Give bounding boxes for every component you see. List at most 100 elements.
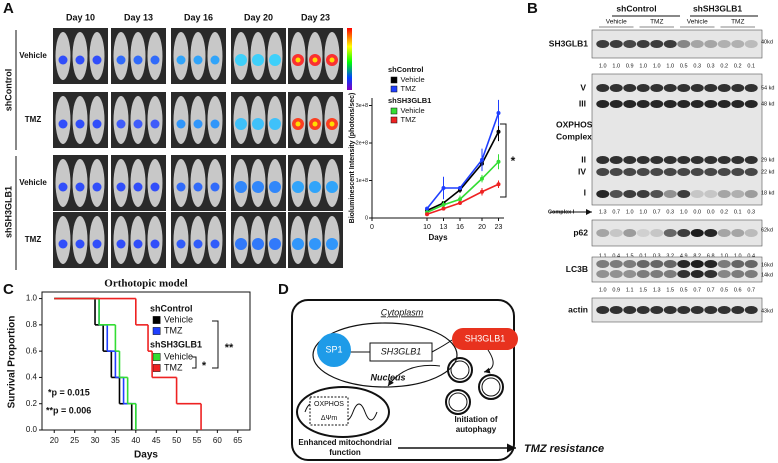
y-tick-label: 0 — [365, 215, 368, 221]
signal-core — [295, 121, 301, 127]
signal — [193, 239, 203, 249]
colorbar — [347, 28, 352, 90]
y-tick-label: 1.0 — [26, 294, 38, 303]
band — [609, 40, 623, 48]
signal — [326, 181, 338, 193]
signal — [58, 119, 68, 129]
row-label: TMZ — [25, 115, 42, 124]
blot-label: LC3B — [566, 264, 588, 274]
y-tick-label: 1e+8 — [356, 178, 368, 184]
quant-value: 1.3 — [653, 287, 661, 293]
quant-value: 6.8 — [707, 253, 715, 259]
diagram: Cytoplasm SP1 SH3GLB1 Nucleus SH3GLB1 OX… — [291, 299, 604, 461]
quant-value: 8.2 — [693, 253, 701, 259]
band — [609, 270, 623, 278]
autophagosome — [447, 357, 473, 383]
signal — [269, 118, 281, 130]
band — [731, 168, 745, 176]
panel-label: C — [3, 281, 14, 298]
signal — [150, 239, 160, 249]
band — [663, 156, 677, 164]
band — [744, 84, 758, 92]
band — [731, 156, 745, 164]
signal-core — [312, 121, 318, 127]
quant-value: 0.3 — [666, 209, 674, 215]
nucleus — [312, 322, 458, 388]
band-label: IV — [578, 166, 586, 176]
row-label: TMZ — [25, 235, 42, 244]
legend-swatch — [390, 76, 398, 84]
band — [636, 84, 650, 92]
band — [690, 40, 704, 48]
band — [677, 270, 691, 278]
sp1-node — [317, 333, 351, 367]
outcome-label: TMZ resistance — [524, 443, 604, 455]
plot-frame — [41, 291, 251, 431]
legend-group: shSH3GLB1 — [388, 96, 431, 105]
band — [717, 229, 731, 237]
signal — [150, 55, 160, 65]
annotation: ** — [225, 342, 234, 354]
signal — [58, 239, 68, 249]
quant-value: 0.7 — [653, 209, 661, 215]
band — [636, 168, 650, 176]
legend-swatch — [152, 353, 161, 361]
band — [717, 190, 731, 198]
legend-label: Vehicle — [164, 314, 193, 324]
band — [690, 84, 704, 92]
band — [596, 229, 610, 237]
quant-value: 0.4 — [747, 253, 755, 259]
band — [609, 190, 623, 198]
annotation: * — [202, 360, 207, 372]
band — [609, 100, 623, 108]
band — [623, 190, 637, 198]
band — [663, 270, 677, 278]
band — [731, 190, 745, 198]
band — [690, 260, 704, 268]
legend-label: Vehicle — [401, 106, 425, 115]
band — [596, 168, 610, 176]
legend-swatch — [390, 85, 398, 93]
annotation: * — [511, 154, 516, 168]
quant-value: 0.5 — [680, 63, 688, 69]
process-label: Enhanced mitochondrial — [298, 438, 391, 447]
panel-label: B — [527, 0, 538, 17]
signal-core — [312, 57, 318, 63]
quant-value: 0.5 — [720, 287, 728, 293]
band — [717, 270, 731, 278]
signal — [75, 239, 85, 249]
band — [636, 260, 650, 268]
row-label: Vehicle — [19, 178, 47, 187]
band — [596, 270, 610, 278]
band — [731, 260, 745, 268]
band — [609, 168, 623, 176]
line-chart: Bioluminescent Intensity (photons/sec) D… — [349, 65, 516, 242]
quant-value: 1.0 — [680, 209, 688, 215]
node-label: SP1 — [325, 344, 342, 354]
band — [704, 84, 718, 92]
gene-label: SH3GLB1 — [381, 346, 422, 356]
signal — [133, 239, 143, 249]
signal — [92, 119, 102, 129]
autophagosome — [481, 377, 501, 397]
band — [623, 229, 637, 237]
band — [677, 190, 691, 198]
band — [717, 260, 731, 268]
band — [677, 84, 691, 92]
cell-outline — [291, 299, 515, 461]
quant-value: 0.0 — [707, 209, 715, 215]
band — [650, 270, 664, 278]
band — [636, 270, 650, 278]
band — [744, 270, 758, 278]
signal — [75, 119, 85, 129]
quant-value: 0.4 — [612, 253, 620, 259]
quant-value: 1.0 — [639, 209, 647, 215]
size-marker: 43kd — [761, 308, 773, 314]
legend-label: Vehicle — [164, 351, 193, 361]
band — [677, 229, 691, 237]
band — [596, 156, 610, 164]
legend-label: TMZ — [401, 115, 417, 124]
point — [496, 159, 501, 164]
quant-value: 1.3 — [599, 209, 607, 215]
quant-value: 3.2 — [666, 253, 674, 259]
